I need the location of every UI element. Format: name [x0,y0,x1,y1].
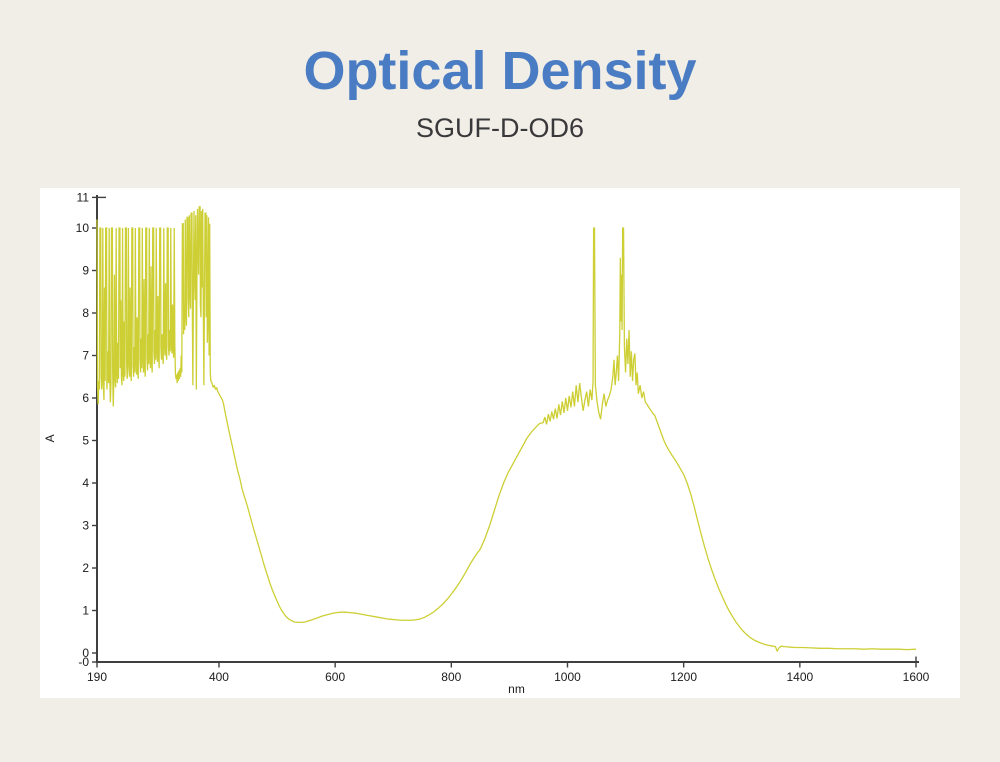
x-tick-label: 600 [325,670,345,684]
header: Optical Density SGUF-D-OD6 [0,0,1000,144]
y-tick-label: 5 [82,434,89,448]
spectrum-line [96,206,917,652]
x-tick-label: 800 [441,670,461,684]
x-tick-label: 1000 [554,670,581,684]
y-tick-label: 3 [82,519,89,533]
page-title: Optical Density [303,41,697,101]
y-tick-label: 8 [82,306,89,320]
y-tick-label: 0 [82,646,89,660]
x-axis-label: nm [508,682,525,696]
x-tick-label: 1200 [670,670,697,684]
page-subtitle: SGUF-D-OD6 [416,113,584,143]
y-tick-label: 2 [82,561,89,575]
y-tick-label: 10 [76,221,90,235]
y-tick-label: 6 [82,391,89,405]
x-tick-label: 1600 [903,670,930,684]
y-tick-label: 7 [82,349,89,363]
y-tick-label: 11 [77,190,90,204]
chart-panel: 11 10 9 8 7 6 5 4 3 2 1 0 -0 190 400 600 800 1000 1200 1400… [40,188,960,698]
y-tick-label: 4 [82,476,89,490]
x-tick-label: 400 [209,670,229,684]
x-tick-label: 1400 [786,670,813,684]
x-tick-label: 190 [87,670,107,684]
y-tick-label: -0 [78,655,89,669]
y-tick-label: 9 [82,264,89,278]
y-tick-label: 1 [82,604,89,618]
y-axis-label: A [43,434,57,442]
